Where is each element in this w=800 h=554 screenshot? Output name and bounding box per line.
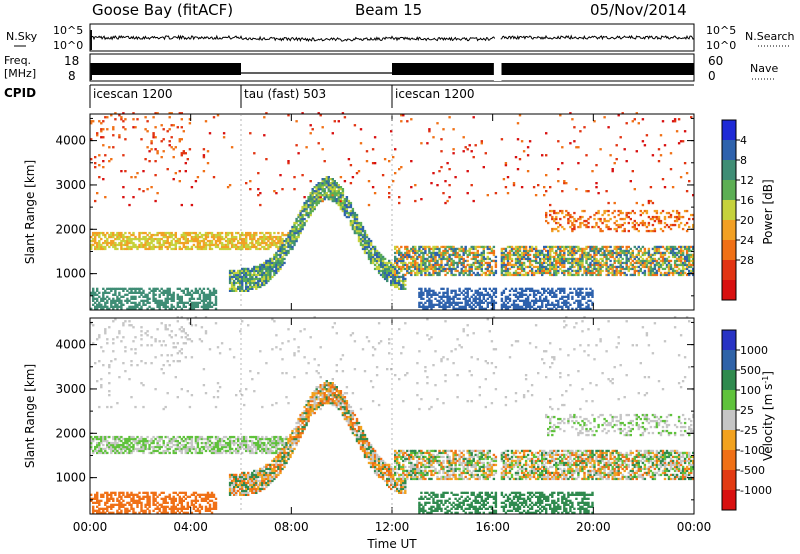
x-tick-label: 00:00 <box>73 520 108 534</box>
nave-tick-bottom: 0 <box>708 69 716 83</box>
colorbar-tick-label: 16 <box>740 194 754 207</box>
colorbar-swatch <box>722 390 736 411</box>
noise-right-tick-bottom: 10^0 <box>706 39 736 52</box>
cpid-segment-0: icescan 1200 <box>93 87 172 101</box>
y-tick-label: 2000 <box>55 426 86 440</box>
date-title: 05/Nov/2014 <box>590 1 687 19</box>
cpid-segment-2: icescan 1200 <box>395 87 474 101</box>
y-tick-label: 1000 <box>55 267 86 281</box>
noise-left-tick-bottom: 10^0 <box>53 39 83 52</box>
colorbar-swatch <box>722 160 736 181</box>
noise-right-label: N.Search <box>745 30 795 43</box>
power-colorbar: 4 8 12 16 20 24 28 <box>721 119 754 301</box>
y-tick-label: 4000 <box>55 134 86 148</box>
colorbar-tick-label: 24 <box>740 234 754 247</box>
velocity-y-axis: 1000 2000 3000 4000 <box>55 321 694 501</box>
noise-trace <box>89 30 695 50</box>
colorbar-swatch <box>722 470 736 491</box>
nave-label: Nave <box>750 62 778 75</box>
cpid-row: icescan 1200 tau (fast) 503 icescan 1200 <box>89 84 694 108</box>
colorbar-tick-label: 20 <box>740 214 754 227</box>
colorbar-tick-label: 12 <box>740 174 754 187</box>
x-tick-label: 16:00 <box>475 520 510 534</box>
x-axis-label: Time UT <box>366 537 417 551</box>
colorbar-swatch <box>722 260 736 281</box>
colorbar-swatch <box>722 120 736 141</box>
colorbar-swatch <box>722 410 736 431</box>
x-axis: 00:00 04:00 08:00 12:00 16:00 20:00 00:00 <box>73 114 712 534</box>
noise-left-tick-top: 10^5 <box>53 24 83 37</box>
x-tick-label: 04:00 <box>173 520 208 534</box>
freq-trace <box>90 55 694 81</box>
velocity-colorbar: 1000 500 100 25 -25 -100 -500 -1000 <box>721 329 772 511</box>
colorbar-swatch <box>722 220 736 241</box>
colorbar-tick-label: -500 <box>740 464 765 477</box>
colorbar-tick-label: 8 <box>740 154 747 167</box>
velocity-heatmap <box>90 316 695 514</box>
noise-left-label: N.Sky <box>6 30 38 43</box>
y-tick-label: 4000 <box>55 338 86 352</box>
colorbar-tick-label: 25 <box>740 404 754 417</box>
x-tick-label: 00:00 <box>677 520 712 534</box>
y-tick-label: 2000 <box>55 222 86 236</box>
colorbar-swatch <box>722 200 736 221</box>
freq-label-line1: Freq. <box>4 54 31 67</box>
colorbar-tick-label: -1000 <box>740 484 772 497</box>
freq-label-line2: [MHz] <box>4 67 36 80</box>
velocity-y-label: Slant Range [km] <box>23 364 37 468</box>
colorbar-tick-label: 4 <box>740 134 747 147</box>
freq-tick-top: 18 <box>64 54 79 68</box>
colorbar-swatch <box>722 490 736 511</box>
colorbar-tick-label: 100 <box>740 384 761 397</box>
x-tick-label: 12:00 <box>375 520 410 534</box>
noise-panel-frame <box>89 23 695 52</box>
colorbar-swatch <box>722 140 736 161</box>
colorbar-swatch <box>722 370 736 391</box>
y-tick-label: 1000 <box>55 471 86 485</box>
colorbar-swatch <box>722 450 736 471</box>
y-tick-label: 3000 <box>55 178 86 192</box>
colorbar-swatch <box>722 430 736 451</box>
beam-title: Beam 15 <box>355 1 422 19</box>
colorbar-swatch <box>722 280 736 301</box>
colorbar-tick-label: 1000 <box>740 344 768 357</box>
x-tick-label: 08:00 <box>274 520 309 534</box>
power-y-axis: 1000 2000 3000 4000 <box>55 117 694 297</box>
nave-tick-top: 60 <box>708 54 723 68</box>
colorbar-tick-label: -100 <box>740 444 765 457</box>
site-title: Goose Bay (fitACF) <box>92 1 233 19</box>
colorbar-swatch <box>722 350 736 371</box>
colorbar-swatch <box>722 330 736 351</box>
colorbar-swatch <box>722 240 736 261</box>
velocity-colorbar-label: Velocity [m s-1] <box>761 371 775 461</box>
freq-tick-bottom: 8 <box>68 69 76 83</box>
y-tick-label: 3000 <box>55 382 86 396</box>
cpid-label: CPID <box>4 86 36 100</box>
noise-right-tick-top: 10^5 <box>706 24 736 37</box>
colorbar-tick-label: 28 <box>740 254 754 267</box>
colorbar-tick-label: 500 <box>740 364 761 377</box>
power-colorbar-label: Power [dB] <box>761 179 775 244</box>
cpid-segment-1: tau (fast) 503 <box>244 87 326 101</box>
colorbar-tick-label: -25 <box>740 424 758 437</box>
colorbar-swatch <box>722 180 736 201</box>
x-tick-label: 20:00 <box>576 520 611 534</box>
power-y-label: Slant Range [km] <box>23 160 37 264</box>
power-heatmap <box>90 112 695 310</box>
